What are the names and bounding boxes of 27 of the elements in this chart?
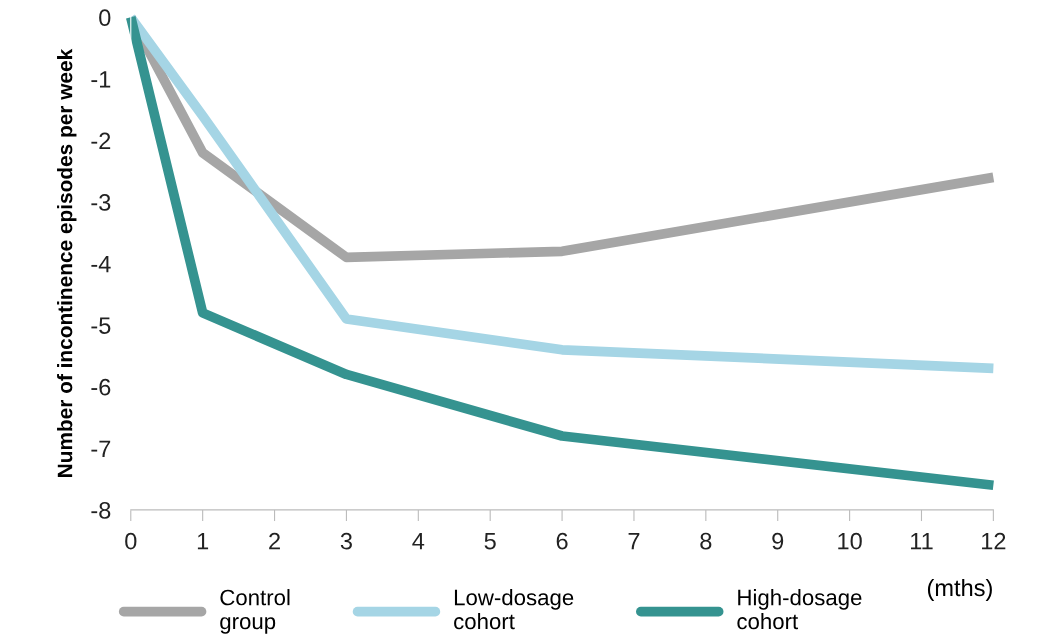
y-tick-label: -1	[91, 71, 111, 88]
x-tick-label: 6	[556, 532, 568, 550]
x-tick-label: 1	[197, 533, 209, 550]
y-tick-label: -6	[91, 378, 111, 396]
x-tick-label: 9	[772, 532, 784, 550]
x-tick-label: 8	[700, 532, 712, 550]
y-tick-label: -7	[91, 440, 111, 457]
legend-label: Control group	[220, 589, 290, 634]
y-axis-title: Number of incontinence episodes per week	[57, 48, 77, 477]
legend-label: High-dosage cohort	[737, 589, 862, 630]
x-tick-label: 0	[125, 532, 137, 550]
y-tick-label: -8	[91, 501, 111, 519]
x-tick-label: 5	[484, 533, 496, 550]
x-tick-label: 3	[340, 532, 352, 550]
x-axis-title: (mths)	[927, 578, 992, 601]
x-tick-label: 4	[412, 533, 425, 550]
y-tick-label: 0	[99, 9, 111, 27]
y-tick-label: -5	[91, 317, 111, 334]
x-tick-label: 7	[628, 533, 640, 550]
y-tick-label: -4	[91, 255, 111, 273]
x-tick-label: 12	[982, 532, 1006, 550]
y-tick-label: -2	[91, 132, 111, 149]
x-tick-label: 11	[911, 533, 933, 550]
x-tick-label: 2	[269, 532, 280, 550]
y-tick-label: -3	[91, 194, 111, 211]
legend-label: Low-dosage cohort	[454, 589, 574, 630]
x-tick-label: 10	[838, 532, 862, 550]
